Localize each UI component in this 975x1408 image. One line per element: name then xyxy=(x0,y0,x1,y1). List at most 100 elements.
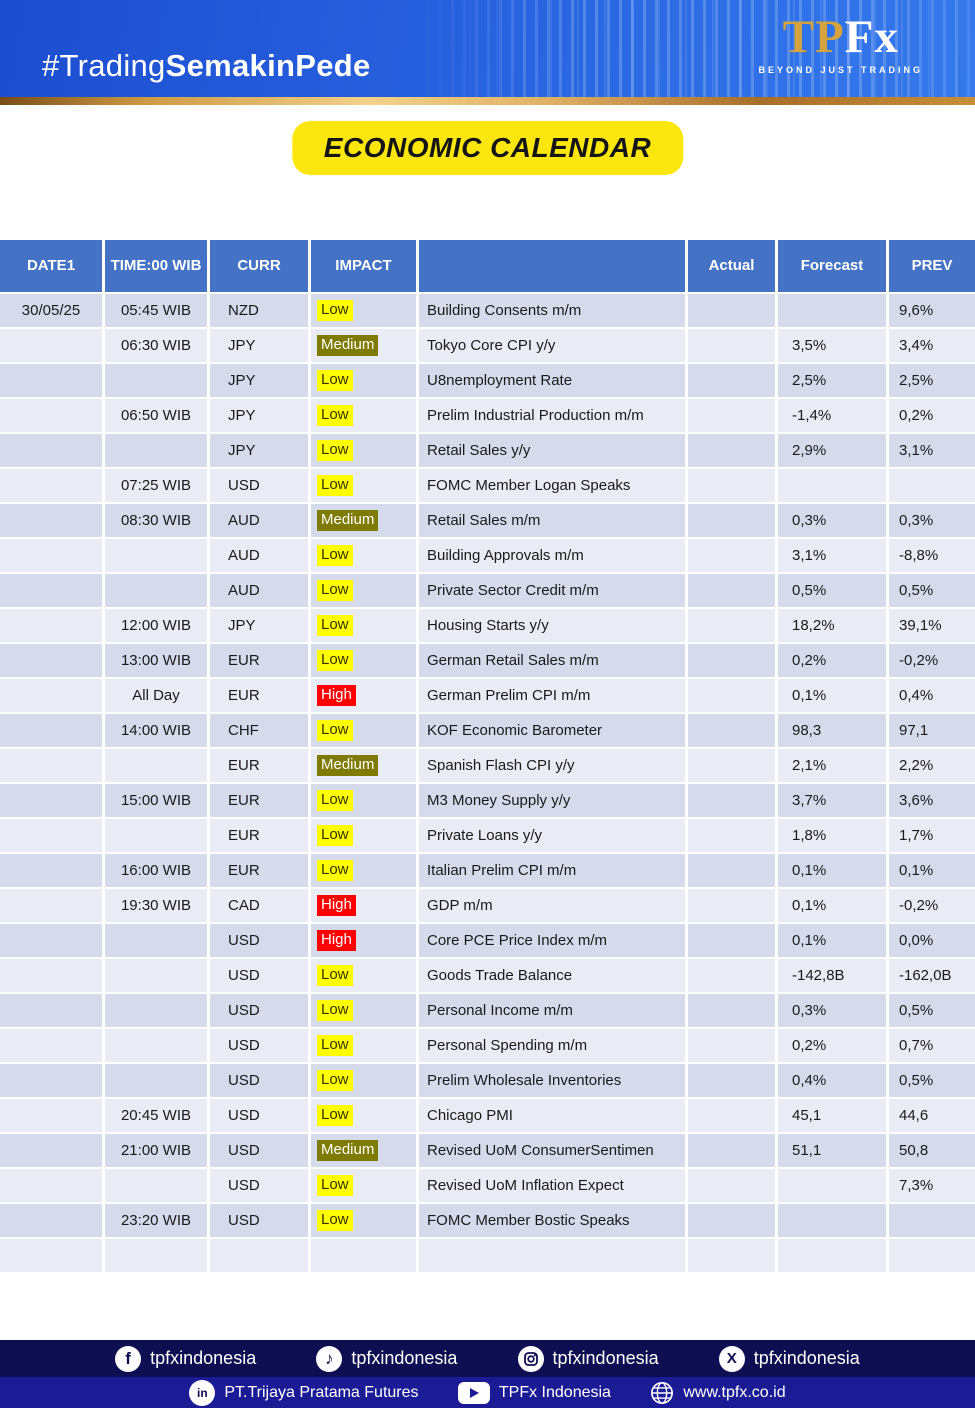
cell-time: 21:00 WIB xyxy=(105,1134,207,1167)
cell-curr: USD xyxy=(210,1204,308,1237)
table-row: 23:20 WIB USD Low FOMC Member Bostic Speaks xyxy=(0,1204,975,1237)
cell-impact: Low xyxy=(311,1169,416,1202)
cell-curr: USD xyxy=(210,924,308,957)
cell-date xyxy=(0,434,102,467)
cell-event: Core PCE Price Index m/m xyxy=(419,924,685,957)
cell-event: Revised UoM ConsumerSentimen xyxy=(419,1134,685,1167)
cell-time: 14:00 WIB xyxy=(105,714,207,747)
table-row: 19:30 WIB CAD High GDP m/m 0,1% -0,2% xyxy=(0,889,975,922)
cell-curr: EUR xyxy=(210,854,308,887)
table-row: JPY Low U8nemployment Rate 2,5% 2,5% xyxy=(0,364,975,397)
impact-badge: High xyxy=(317,895,356,916)
cell-time: 20:45 WIB xyxy=(105,1099,207,1132)
cell-actual xyxy=(688,1134,775,1167)
impact-badge: Low xyxy=(317,790,353,811)
social-item-facebook[interactable]: f tpfxindonesia xyxy=(115,1345,256,1372)
cell-prev: 0,5% xyxy=(889,1064,975,1097)
tpfx-logo-wordmark: TPFx xyxy=(758,14,923,61)
cell-event: KOF Economic Barometer xyxy=(419,714,685,747)
cell-impact: Medium xyxy=(311,1134,416,1167)
impact-badge: Low xyxy=(317,1210,353,1231)
cell-forecast: -1,4% xyxy=(778,399,886,432)
campaign-hashtag: #TradingSemakinPede xyxy=(42,48,371,84)
cell-impact: Low xyxy=(311,609,416,642)
cell-curr: EUR xyxy=(210,644,308,677)
cell-prev: 2,5% xyxy=(889,364,975,397)
cell-time xyxy=(105,924,207,957)
cell-event: Private Sector Credit m/m xyxy=(419,574,685,607)
linkedin-icon: in xyxy=(189,1379,216,1406)
impact-badge: High xyxy=(317,930,356,951)
cell-impact: Low xyxy=(311,854,416,887)
hashtag-light-part: #Trading xyxy=(42,48,166,83)
cell-date xyxy=(0,679,102,712)
social-label: tpfxindonesia xyxy=(351,1348,458,1368)
cell-curr: USD xyxy=(210,1064,308,1097)
cell-time xyxy=(105,959,207,992)
cell-date xyxy=(0,574,102,607)
table-header-row: DATE1 TIME:00 WIB CURR IMPACT Actual Forecast… xyxy=(0,240,975,292)
logo-tagline: BEYOND JUST TRADING xyxy=(758,65,923,75)
cell-event: Revised UoM Inflation Expect xyxy=(419,1169,685,1202)
cell-date xyxy=(0,1239,102,1272)
cell-forecast: 2,1% xyxy=(778,749,886,782)
social-item-linkedin[interactable]: in PT.Trijaya Pratama Futures xyxy=(189,1379,419,1406)
social-item-youtube[interactable]: TPFx Indonesia xyxy=(457,1381,611,1404)
cell-prev: -8,8% xyxy=(889,539,975,572)
cell-event: German Retail Sales m/m xyxy=(419,644,685,677)
cell-actual xyxy=(688,574,775,607)
table-row: AUD Low Private Sector Credit m/m 0,5% 0,5% xyxy=(0,574,975,607)
cell-forecast: 3,7% xyxy=(778,784,886,817)
cell-actual xyxy=(688,714,775,747)
table-row: JPY Low Retail Sales y/y 2,9% 3,1% xyxy=(0,434,975,467)
cell-impact: Low xyxy=(311,399,416,432)
table-row: USD Low Goods Trade Balance -142,8B -162,0B xyxy=(0,959,975,992)
cell-event: GDP m/m xyxy=(419,889,685,922)
cell-date xyxy=(0,1064,102,1097)
cell-forecast: 0,2% xyxy=(778,1029,886,1062)
cell-event: Building Approvals m/m xyxy=(419,539,685,572)
social-label: tpfxindonesia xyxy=(753,1348,860,1368)
cell-impact: High xyxy=(311,889,416,922)
cell-curr: USD xyxy=(210,959,308,992)
impact-badge: Medium xyxy=(317,1140,379,1161)
cell-time: 05:45 WIB xyxy=(105,294,207,327)
cell-prev: 0,3% xyxy=(889,504,975,537)
cell-prev: 0,5% xyxy=(889,574,975,607)
cell-curr: AUD xyxy=(210,504,308,537)
logo-tp-part: TP xyxy=(782,11,845,63)
social-item-globe[interactable]: www.tpfx.co.id xyxy=(650,1381,786,1405)
cell-time: 07:25 WIB xyxy=(105,469,207,502)
table-row: 15:00 WIB EUR Low M3 Money Supply y/y 3,7% 3,… xyxy=(0,784,975,817)
cell-actual xyxy=(688,889,775,922)
hashtag-bold-part: SemakinPede xyxy=(165,48,371,83)
cell-actual xyxy=(688,1204,775,1237)
cell-event: Spanish Flash CPI y/y xyxy=(419,749,685,782)
cell-date xyxy=(0,889,102,922)
cell-prev: 3,4% xyxy=(889,329,975,362)
cell-prev: 0,1% xyxy=(889,854,975,887)
cell-actual xyxy=(688,1099,775,1132)
cell-prev: -162,0B xyxy=(889,959,975,992)
cell-prev: 2,2% xyxy=(889,749,975,782)
cell-time xyxy=(105,819,207,852)
cell-impact: Low xyxy=(311,469,416,502)
cell-event: Chicago PMI xyxy=(419,1099,685,1132)
social-item-instagram[interactable]: tpfxindonesia xyxy=(517,1345,659,1372)
social-item-tiktok[interactable]: ♪ tpfxindonesia xyxy=(316,1345,458,1372)
cell-date: 30/05/25 xyxy=(0,294,102,327)
cell-event: Personal Spending m/m xyxy=(419,1029,685,1062)
table-row: 06:30 WIB JPY Medium Tokyo Core CPI y/y 3,5%… xyxy=(0,329,975,362)
column-header-impact: IMPACT xyxy=(311,240,416,292)
cell-date xyxy=(0,329,102,362)
cell-prev: 3,6% xyxy=(889,784,975,817)
cell-prev xyxy=(889,469,975,502)
cell-actual xyxy=(688,749,775,782)
table-row: 13:00 WIB EUR Low German Retail Sales m/m 0,… xyxy=(0,644,975,677)
cell-actual xyxy=(688,784,775,817)
cell-actual xyxy=(688,434,775,467)
cell-event: Retail Sales y/y xyxy=(419,434,685,467)
cell-prev: 0,2% xyxy=(889,399,975,432)
cell-actual xyxy=(688,994,775,1027)
